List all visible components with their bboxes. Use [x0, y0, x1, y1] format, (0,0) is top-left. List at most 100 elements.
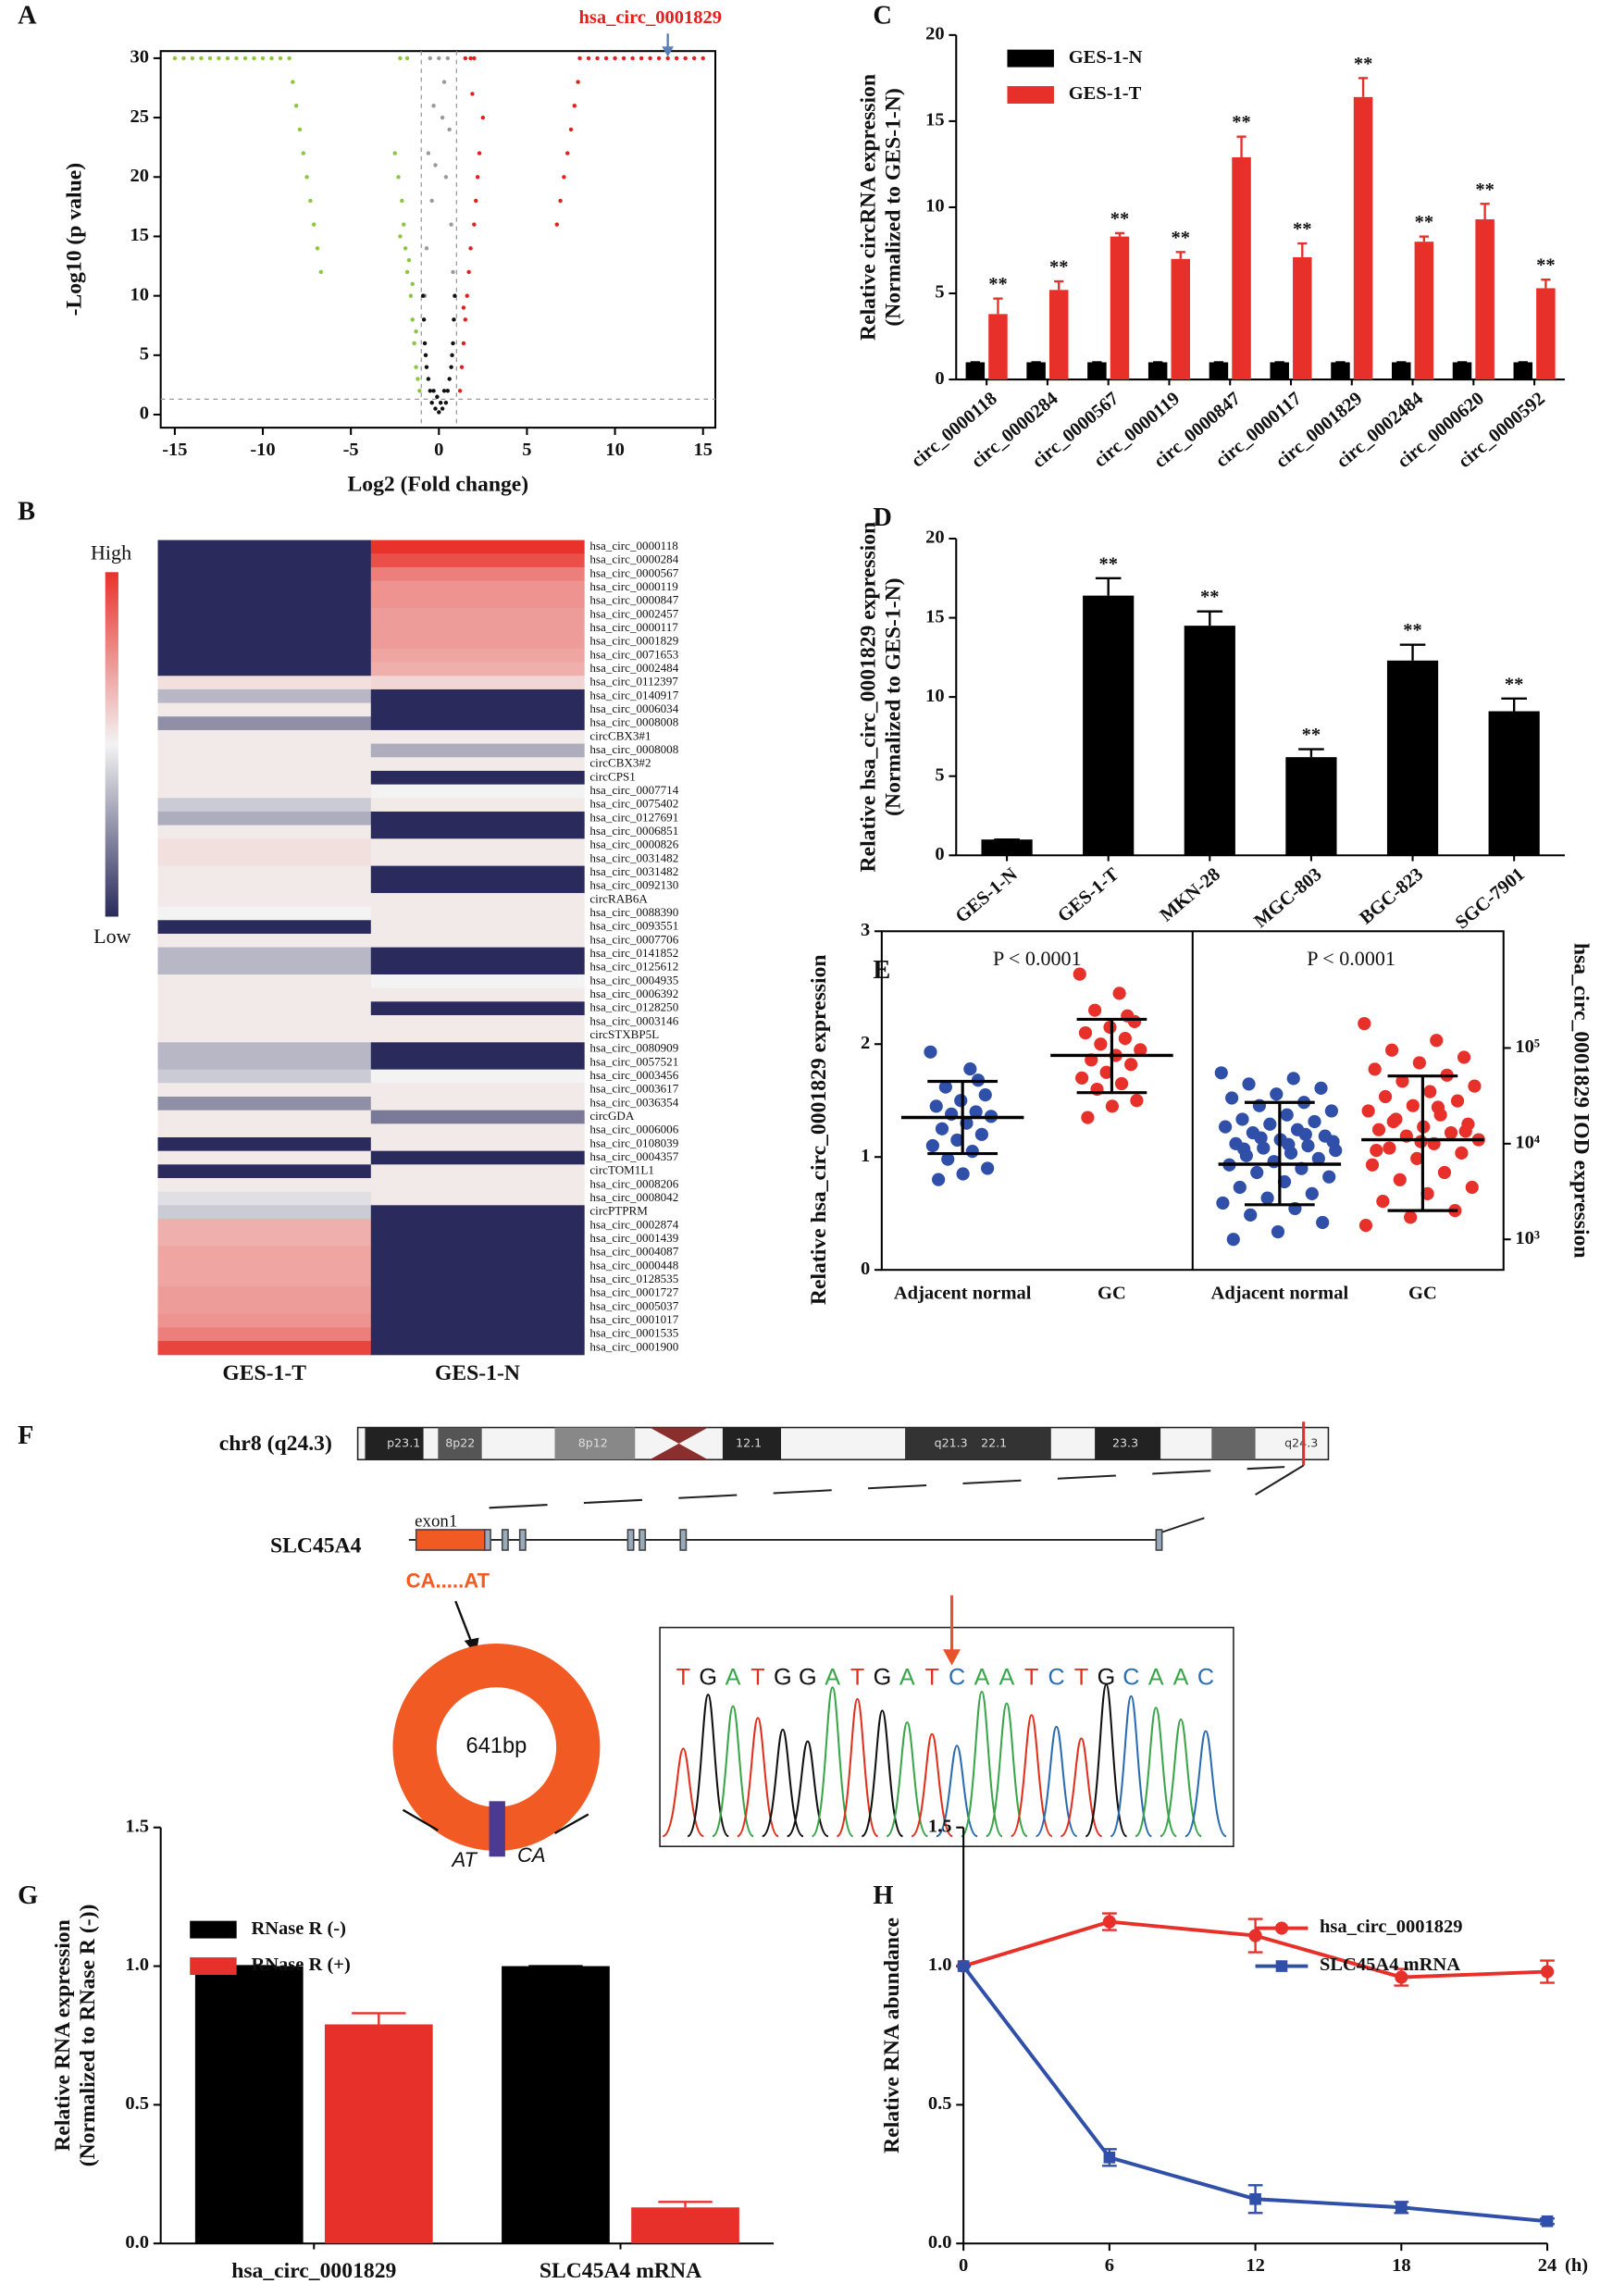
sequence-letter: C [1197, 1664, 1214, 1690]
axis-label: Relative RNA expression [51, 1919, 75, 2151]
sequence-letter: G [699, 1664, 717, 1690]
point [1444, 1125, 1458, 1140]
heatmap-cell [157, 825, 372, 839]
heatmap-cell [157, 1014, 372, 1030]
row-label: hsa_circ_0140917 [589, 688, 678, 701]
point [475, 175, 480, 180]
x-tick-label: 18 [1392, 2255, 1411, 2276]
legend-label: GES-1-T [1069, 83, 1142, 104]
point [278, 56, 283, 61]
row-label: hsa_circ_0031482 [589, 864, 678, 878]
row-label: circCBX3#1 [589, 728, 651, 742]
row-label: hsa_circ_0006034 [589, 701, 678, 715]
sequence-letter: A [974, 1664, 990, 1690]
point [1073, 967, 1086, 981]
colorbar-label: High [91, 540, 131, 564]
point [443, 400, 449, 405]
row-label: hsa_circ_0000117 [589, 620, 678, 634]
row-label: hsa_circ_0002457 [589, 606, 678, 620]
point [1263, 1117, 1277, 1131]
heatmap-cell [370, 1014, 585, 1030]
significance: ** [1172, 228, 1191, 248]
heatmap-cell [370, 566, 585, 582]
point [938, 1080, 952, 1094]
gene-label: SLC45A4 [270, 1533, 362, 1558]
point [449, 222, 453, 227]
point [1270, 1087, 1284, 1101]
point [558, 198, 563, 204]
bar [1232, 156, 1251, 380]
heatmap-cell [370, 974, 585, 989]
trace-peak [1135, 1706, 1178, 1838]
point [956, 1167, 970, 1181]
heatmap-cell [157, 1055, 372, 1071]
row-label: hsa_circ_0004357 [589, 1149, 678, 1163]
heatmap-cell [157, 1069, 372, 1084]
heatmap-cell [370, 1205, 585, 1220]
heatmap-cell [370, 716, 585, 731]
heatmap-cell [157, 1232, 372, 1247]
point [924, 1045, 937, 1059]
y-tick-label: 20 [130, 166, 150, 186]
heatmap-cell [370, 838, 585, 853]
trace-peak [1085, 1683, 1128, 1838]
point [461, 305, 466, 310]
point [480, 115, 486, 120]
trace-peak [985, 1702, 1028, 1838]
point [403, 246, 408, 251]
point [1219, 1120, 1233, 1134]
point [1358, 1219, 1373, 1233]
panel-letter: G [18, 1881, 38, 1910]
point [1311, 1151, 1325, 1165]
heatmap-cell [370, 729, 585, 745]
heatmap-cell [370, 1341, 585, 1356]
heatmap-cell [157, 607, 372, 623]
y-tick-label: 1 [861, 1146, 870, 1166]
point [577, 56, 582, 61]
point [426, 151, 431, 155]
heatmap-cell [157, 702, 372, 717]
point [315, 246, 320, 251]
point [1458, 1124, 1472, 1138]
point [420, 293, 426, 298]
point [572, 104, 577, 108]
x-tick-label: SGC-7901 [1452, 864, 1529, 934]
point [433, 406, 438, 411]
point [683, 56, 688, 61]
exon [518, 1529, 527, 1551]
x-unit: (h) [1565, 2255, 1588, 2276]
band-label: q21.3 [935, 1435, 968, 1449]
marker [1540, 1965, 1555, 1979]
heatmap-cell [370, 920, 585, 935]
heatmap-cell [370, 1260, 585, 1274]
point [190, 56, 195, 61]
x-tick-label: MGC-803 [1250, 864, 1325, 932]
heatmap-cell [370, 1136, 585, 1152]
panel-f: F chr8 (q24.3) p23.1 8p22 8p12 12.1 q21.… [18, 1421, 1330, 1871]
point [1226, 1233, 1240, 1247]
point [1326, 1135, 1340, 1148]
point [1257, 1141, 1271, 1155]
heatmap-cell [370, 1232, 585, 1247]
point [1235, 1112, 1249, 1126]
significance: ** [1415, 212, 1434, 232]
ideogram-band [365, 1427, 424, 1460]
y-tick-label: 15 [130, 225, 150, 245]
panel-letter: C [873, 1, 892, 30]
row-label: hsa_circ_0008008 [589, 715, 678, 729]
marker [1395, 1970, 1408, 1984]
y-tick-label: 1.5 [125, 1816, 149, 1836]
heatmap-cell [157, 676, 372, 690]
heatmap-cell [157, 1001, 372, 1016]
y-tick-label: 0 [935, 844, 944, 864]
legend-marker [1274, 1921, 1289, 1935]
x-tick-label: Adjacent normal [1211, 1284, 1349, 1304]
point [304, 175, 309, 180]
point [423, 353, 428, 358]
sequence-letter: T [1074, 1664, 1088, 1690]
point [1305, 1186, 1319, 1201]
bar [1048, 290, 1069, 380]
bar [1026, 362, 1046, 380]
trace-peak [712, 1705, 755, 1838]
